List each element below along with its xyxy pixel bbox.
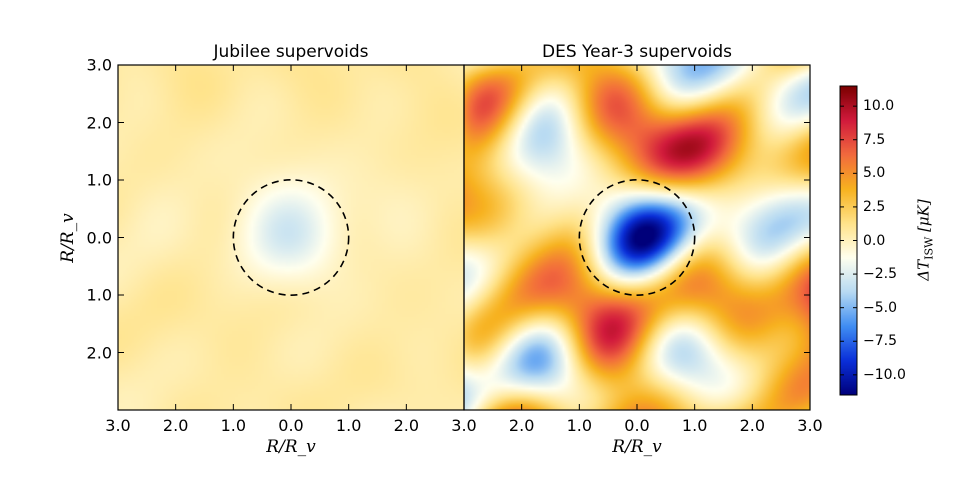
y-tick-label: 3.0 (86, 55, 112, 75)
x-tick-label: 2.0 (739, 416, 766, 435)
colorbar-tick-label: 5.0 (863, 165, 886, 182)
right-panel-title: DES Year-3 supervoids (542, 42, 732, 62)
y-tick-label: 2.0 (86, 113, 112, 132)
colorbar-label-sub: ISW (922, 236, 936, 260)
colorbar-tick-label: 10.0 (863, 98, 895, 115)
colorbar-tick-label: −5.0 (863, 299, 897, 316)
y-tick-label: 0.0 (86, 228, 112, 247)
x-tick-label: 0.0 (624, 416, 650, 435)
heatmap-right (464, 65, 810, 410)
tick-marks (117, 64, 857, 410)
left-panel-title: Jubilee supervoids (213, 42, 369, 62)
right-x-axis-label: R/R_v (612, 437, 662, 457)
colorbar-tick-label: −10.0 (863, 366, 906, 383)
x-tick-label: 0.0 (278, 416, 304, 435)
x-tick-label: 2.0 (393, 416, 420, 435)
void-circle-left (232, 179, 350, 296)
x-tick-label: 1.0 (566, 416, 593, 435)
colorbar-tick-label: 0.0 (863, 232, 886, 249)
x-tick-label: 2.0 (508, 416, 535, 435)
colorbar-label: ΔTISW [μK] (915, 199, 936, 280)
x-tick-label: 1.0 (335, 416, 362, 435)
colorbar-tick-label: 7.5 (863, 131, 886, 148)
heatmap-left (118, 65, 464, 410)
x-tick-label: 3.0 (451, 416, 477, 435)
x-tick-label: 3.0 (797, 416, 823, 435)
colorbar-label-unit: [μK] (914, 199, 933, 232)
y-tick-label: 1.0 (86, 285, 112, 305)
colorbar (840, 86, 857, 395)
x-tick-label: 3.0 (105, 416, 131, 435)
colorbar-tick-label: 2.5 (863, 198, 886, 215)
colorbar-tick-label: −2.5 (863, 266, 897, 283)
x-tick-label: 2.0 (162, 416, 189, 435)
y-tick-label: 2.0 (86, 343, 112, 362)
x-tick-label: 1.0 (220, 416, 247, 435)
x-tick-label: 1.0 (681, 416, 708, 435)
y-axis-label: R/R_v (58, 213, 78, 263)
colorbar-tick-label: −7.5 (863, 333, 897, 350)
void-circle-right (578, 179, 696, 296)
y-tick-label: 1.0 (86, 170, 112, 190)
left-x-axis-label: R/R_v (266, 437, 316, 457)
colorbar-label-main: ΔT (914, 259, 933, 281)
